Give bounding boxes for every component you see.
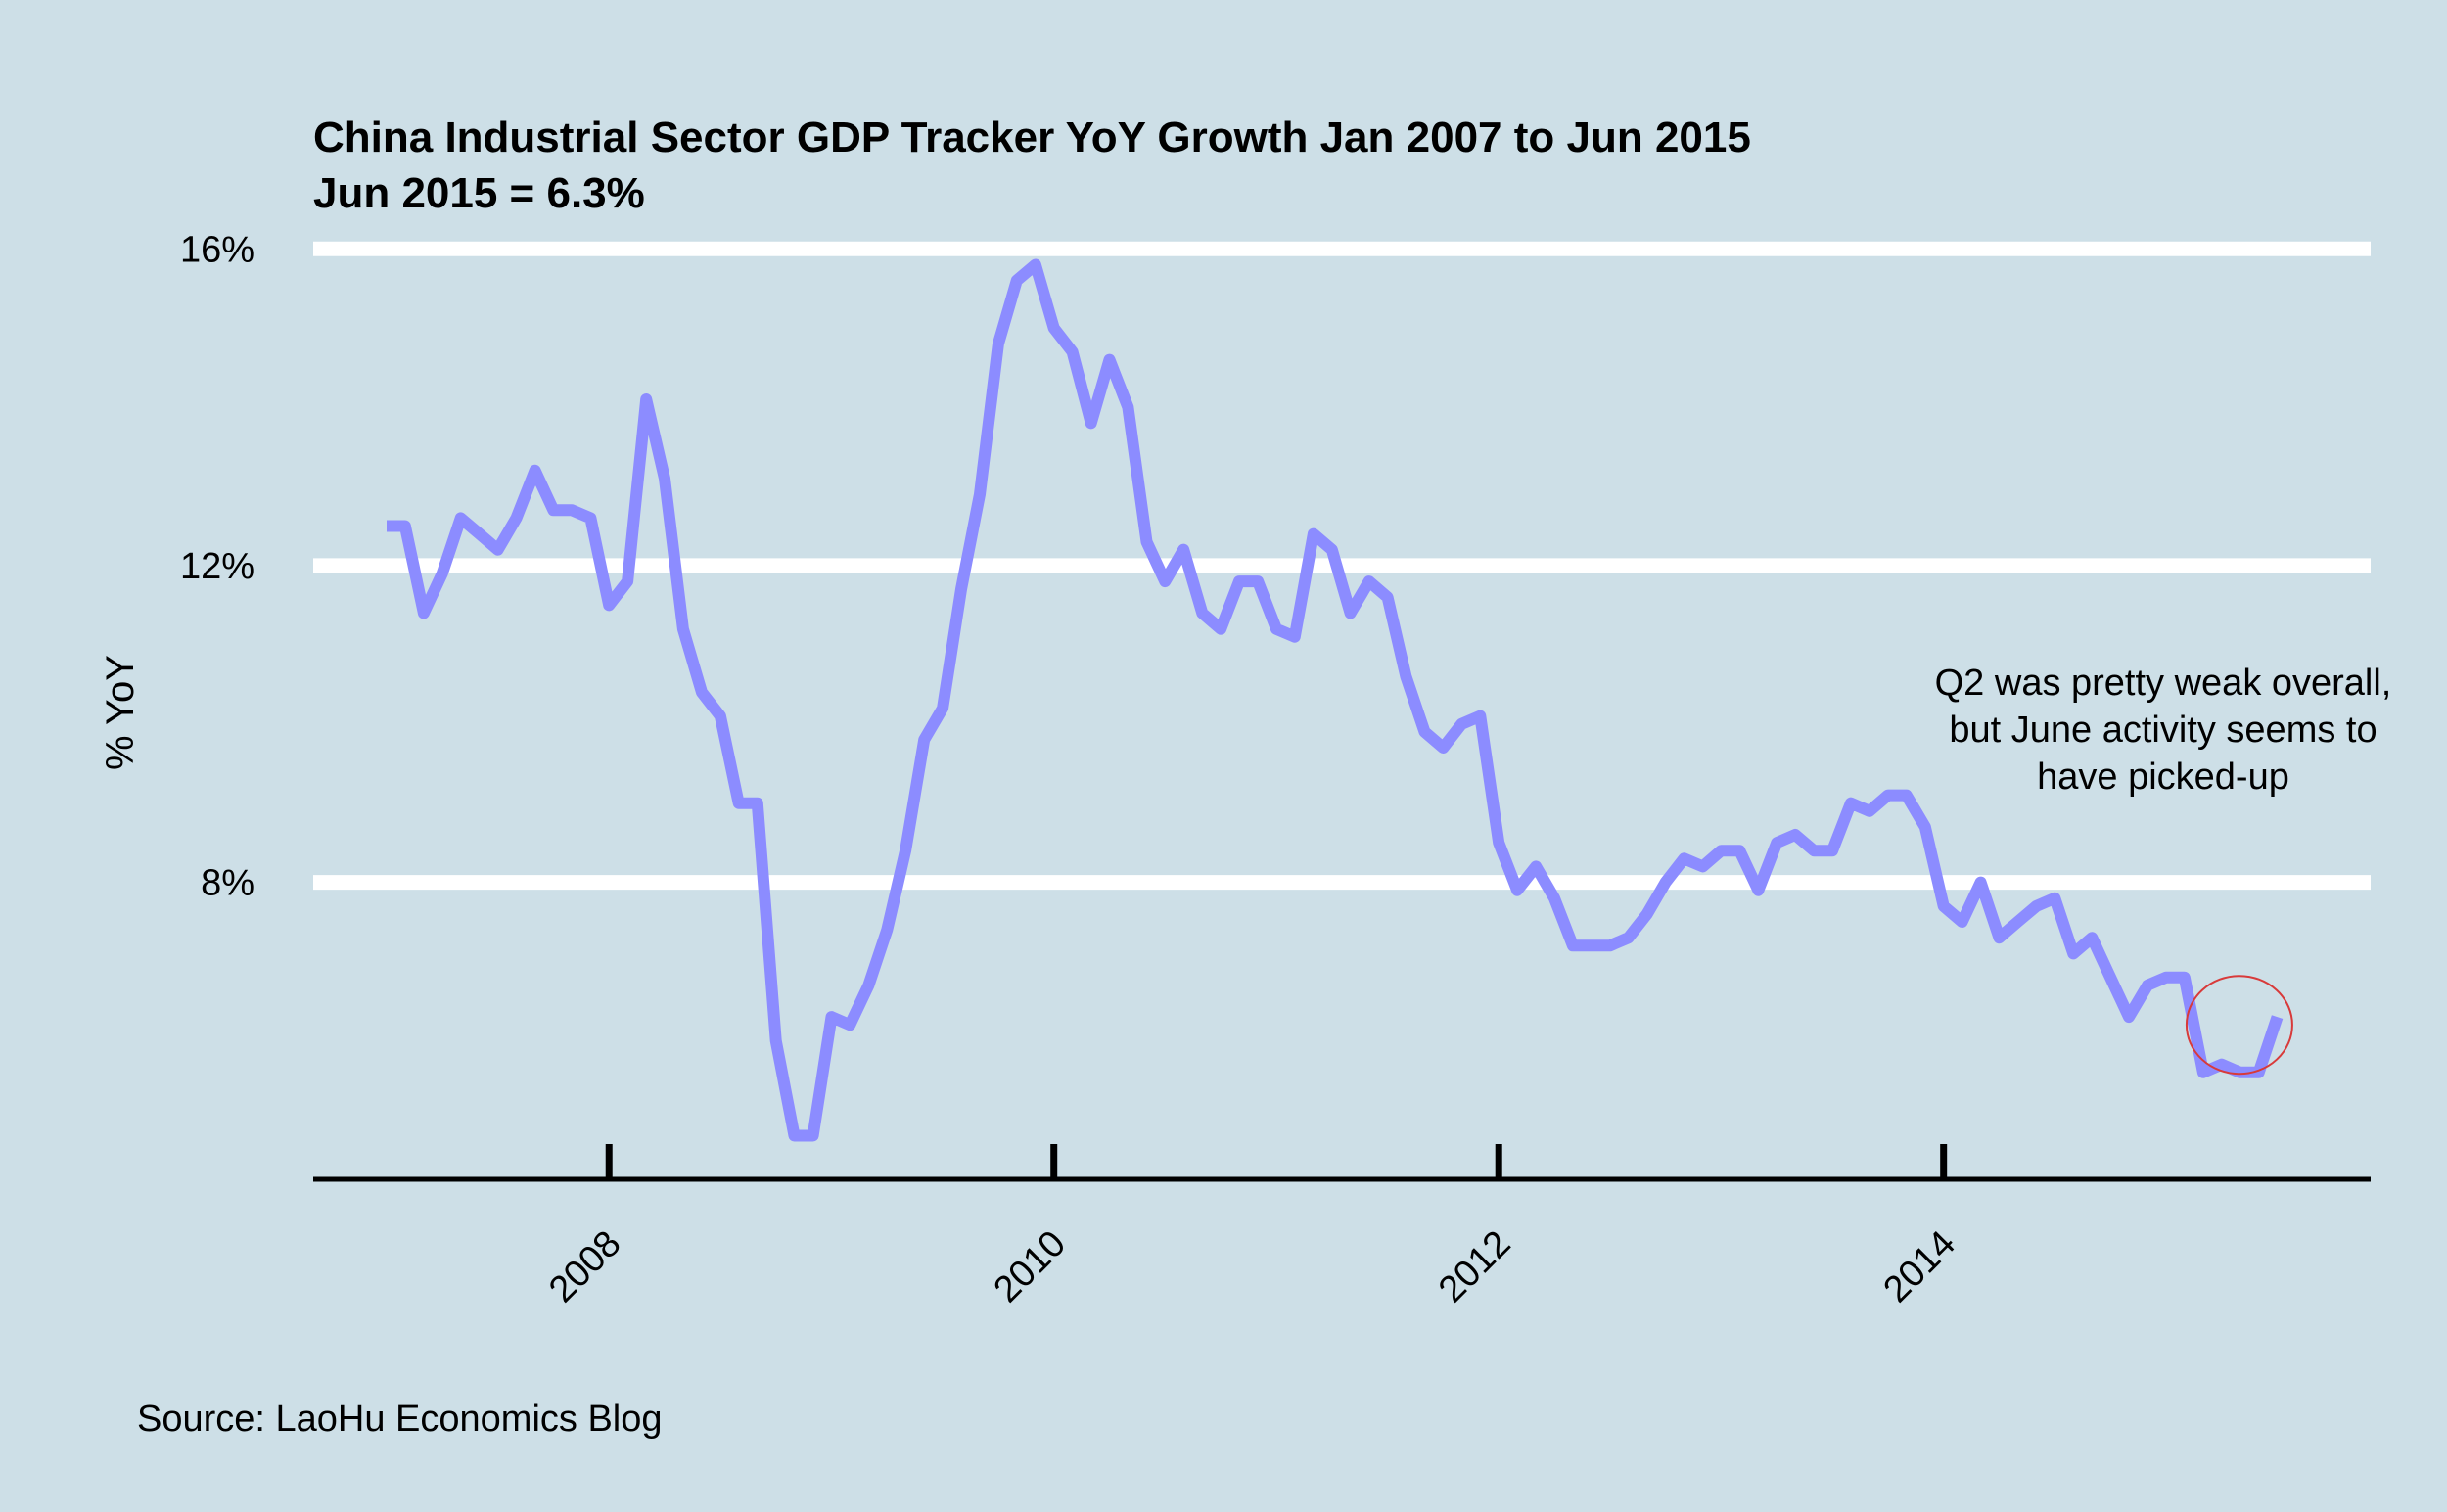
x-tick-labels: 2008 2010 2012 2014 xyxy=(541,1223,1963,1310)
series-line xyxy=(387,258,2284,1142)
x-tick-label: 2010 xyxy=(987,1223,1074,1310)
x-axis xyxy=(313,1144,2371,1182)
y-tick-label: 8% xyxy=(201,863,254,904)
x-tick-label: 2008 xyxy=(541,1223,628,1310)
source-note: Source: LaoHu Economics Blog xyxy=(137,1398,663,1440)
x-tick-label: 2012 xyxy=(1431,1223,1518,1310)
y-tick-label: 12% xyxy=(180,546,254,587)
highlight-circle xyxy=(2185,975,2293,1076)
y-axis-label: % YoY xyxy=(99,655,142,770)
annotation-line-2: but June activity seems to xyxy=(1949,710,2377,751)
x-tick-label: 2014 xyxy=(1876,1223,1963,1310)
y-tick-labels: 8% 12% 16% xyxy=(180,229,254,903)
chart-title: China Industrial Sector GDP Tracker YoY … xyxy=(313,114,1751,161)
annotation-line-3: have picked-up xyxy=(2037,756,2289,798)
chart-subtitle: Jun 2015 = 6.3% xyxy=(313,169,645,217)
annotation: Q2 was pretty weak overall, but June act… xyxy=(1935,663,2392,1076)
series-layer xyxy=(387,258,2284,1142)
y-tick-label: 16% xyxy=(180,229,254,270)
annotation-line-1: Q2 was pretty weak overall, xyxy=(1935,663,2392,704)
